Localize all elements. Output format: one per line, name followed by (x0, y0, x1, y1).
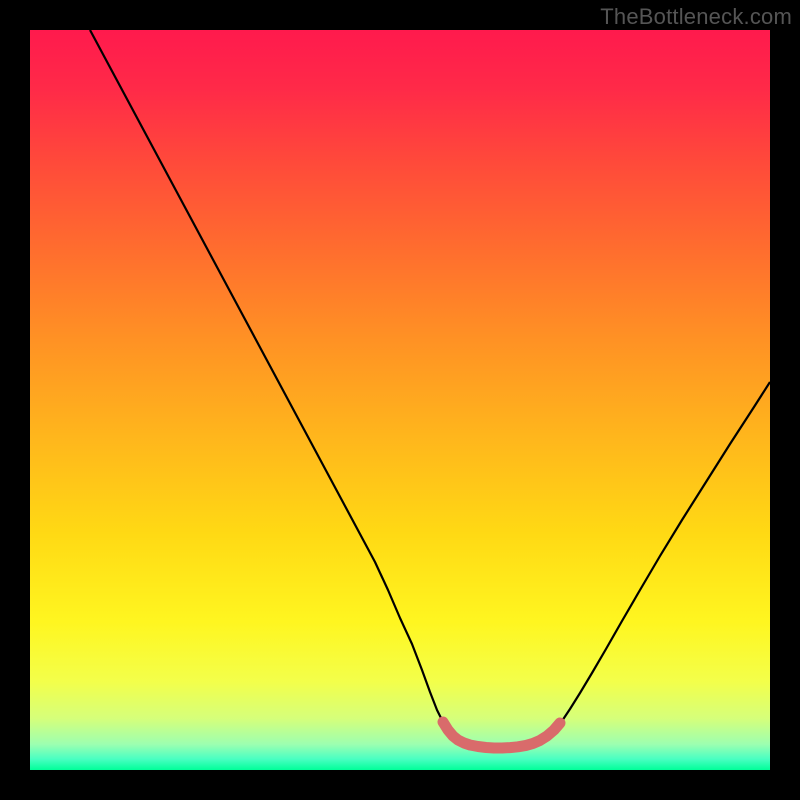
chart-frame: TheBottleneck.com (0, 0, 800, 800)
watermark-text: TheBottleneck.com (600, 4, 792, 30)
bottleneck-curve-chart (30, 30, 770, 770)
plot-area (30, 30, 770, 770)
gradient-background (30, 30, 770, 770)
